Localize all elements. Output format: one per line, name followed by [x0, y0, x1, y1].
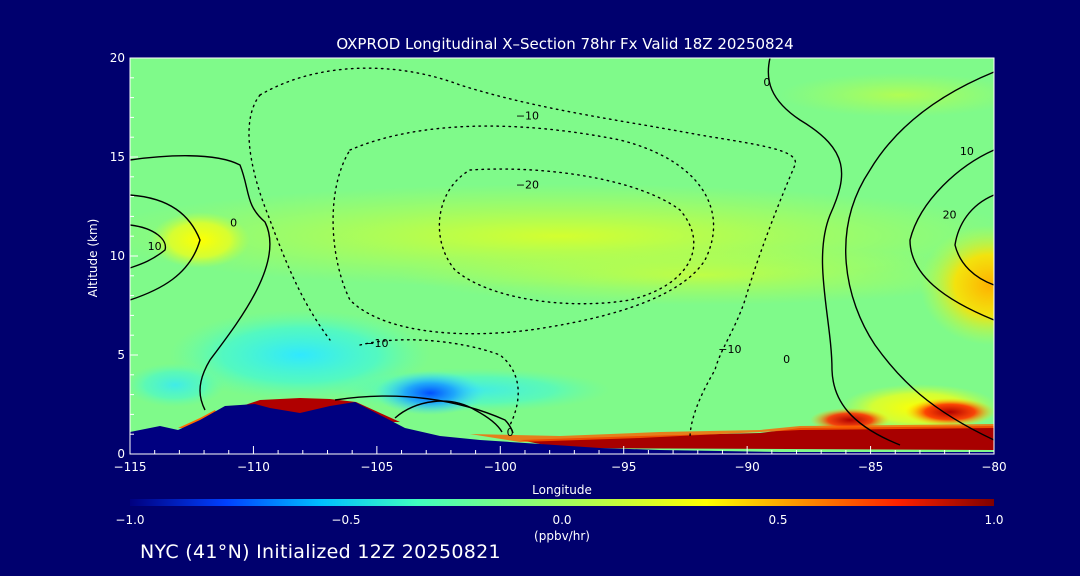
mid-yellow-band [400, 245, 994, 305]
x-tick-label: −115 [114, 460, 147, 474]
contour-10-east [845, 71, 994, 441]
y-tick-label: 15 [110, 150, 125, 164]
colorbar-tick-label: −0.5 [331, 513, 360, 527]
contour-zero-ridge [334, 395, 514, 434]
contour-label: 10 [960, 145, 974, 158]
y-tick-label: 0 [117, 447, 125, 461]
top-light-band [780, 73, 994, 117]
cyan-west [130, 363, 225, 407]
contour-neg10-inner [332, 125, 715, 335]
colorbar-unit: (ppbv/hr) [534, 529, 590, 543]
contour-label: 0 [230, 216, 237, 229]
boundary-layer-red [520, 426, 994, 450]
x-tick-label: −80 [981, 460, 1006, 474]
x-axis-label: Longitude [532, 483, 592, 497]
x-tick-label: −90 [734, 460, 759, 474]
ridge-red-band [245, 398, 400, 422]
x-tick-label: −95 [611, 460, 636, 474]
terrain [130, 402, 994, 454]
contour-neg10-outer [259, 67, 796, 439]
contour-label: 10 [148, 240, 162, 253]
colorbar-ticks: −1.0 −0.5 0.0 0.5 1.0 [115, 513, 1003, 527]
y-tick-label: 10 [110, 249, 125, 263]
x-axis: −115 −110 −105 −100 −95 −90 −85 −80 [114, 446, 1007, 474]
contour-label: −10 [718, 343, 741, 356]
contour-20-east [909, 149, 994, 321]
x-tick-label: −85 [858, 460, 883, 474]
contour-label: −10 [365, 337, 388, 350]
colorbar-tick-label: 0.0 [552, 513, 571, 527]
contours-dotted [248, 67, 796, 439]
colorbar-tick-label: 0.5 [768, 513, 787, 527]
colorbar-tick-label: 1.0 [984, 513, 1003, 527]
east-red-patch [905, 398, 994, 426]
contour-zero-west [130, 155, 271, 411]
contour-neg10-west [248, 94, 331, 341]
contour-10-west [130, 194, 201, 301]
x-tick-label: −105 [360, 460, 393, 474]
x-tick-label: −110 [237, 460, 270, 474]
plot-area: 0 0 0 0 10 −10 −20 −10 −10 10 20 [130, 58, 994, 454]
chart-title: OXPROD Longitudinal X–Section 78hr Fx Va… [336, 35, 793, 53]
y-axis-label: Altitude (km) [86, 219, 100, 298]
contour-label: 0 [507, 426, 514, 439]
y-axis: 0 5 10 15 20 [110, 51, 138, 461]
contour-zero-east [767, 58, 901, 446]
colorbar [130, 499, 994, 506]
contour-10-west-inner [130, 224, 167, 269]
x-tick-label: −100 [484, 460, 517, 474]
contour-neg10-low [359, 339, 519, 426]
contours-solid [130, 58, 994, 446]
contour-label: 20 [943, 208, 957, 221]
contour-label: 0 [763, 76, 770, 89]
blue-minimum [375, 371, 485, 415]
contour-ridge-inner [394, 400, 503, 433]
east-orange-core [920, 225, 994, 345]
y-tick-label: 5 [117, 348, 125, 362]
west-orange-sliver [178, 410, 218, 428]
contour-labels: 0 0 0 0 10 −10 −20 −10 −10 10 20 [148, 76, 974, 439]
boundary-layer-red-edge [470, 424, 994, 442]
contour-label: −10 [516, 109, 539, 122]
contour-neg20 [438, 168, 695, 305]
footer-initialization-text: NYC (41°N) Initialized 12Z 20250821 [140, 541, 501, 563]
contour-label: 0 [783, 353, 790, 366]
colorbar-tick-label: −1.0 [115, 513, 144, 527]
contour-30-east [954, 194, 994, 286]
y-tick-label: 20 [110, 51, 125, 65]
contour-label: −20 [516, 179, 539, 192]
